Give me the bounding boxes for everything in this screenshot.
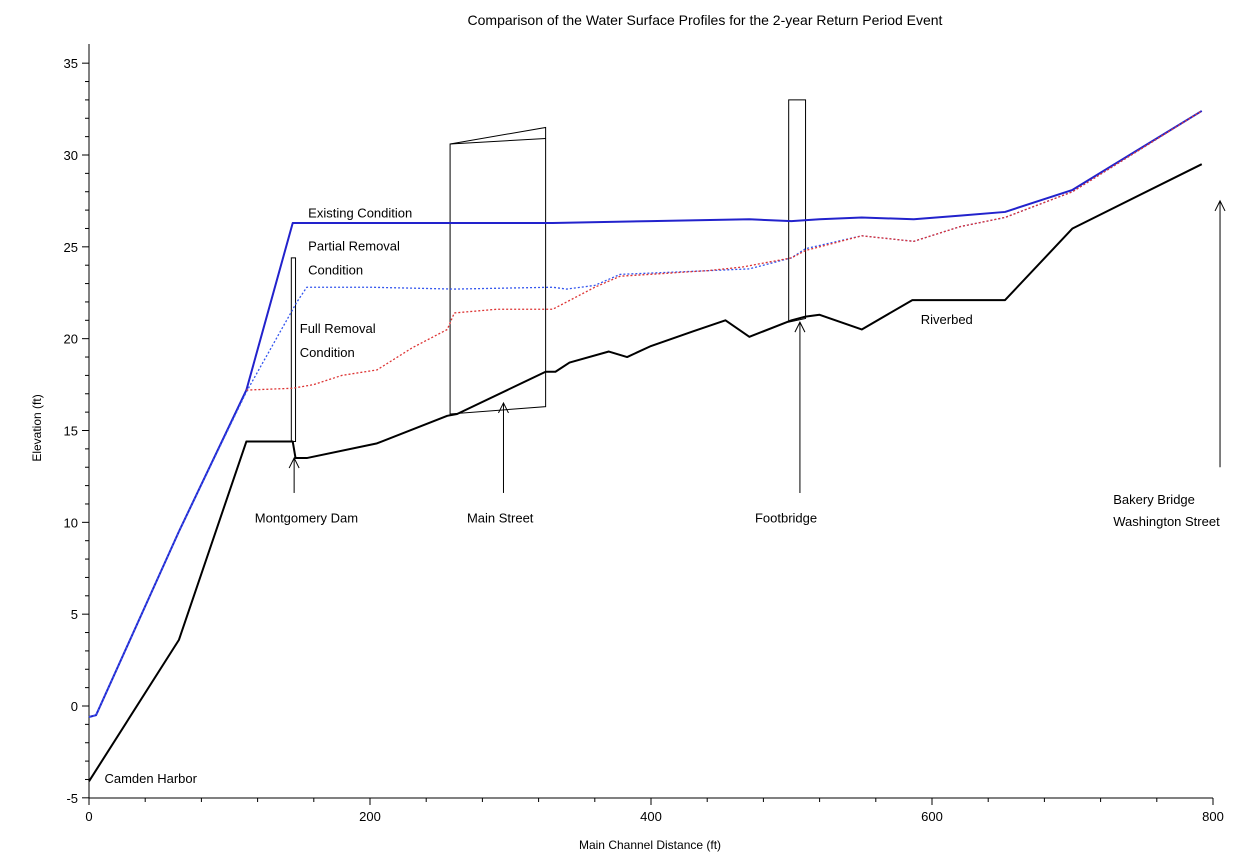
structure-montgomery-dam xyxy=(291,258,295,442)
series-line-riverbed xyxy=(89,164,1202,781)
structures xyxy=(291,100,805,442)
series-lines xyxy=(89,111,1202,781)
x-tick-label: 400 xyxy=(640,809,662,824)
x-tick-label: 800 xyxy=(1202,809,1224,824)
annotation-label: Existing Condition xyxy=(308,205,412,220)
y-tick-label: -5 xyxy=(66,791,78,806)
annotation-label: Footbridge xyxy=(755,510,817,525)
annotations: Existing Condition Partial Removal Conditi… xyxy=(104,205,1220,786)
y-tick-label: 25 xyxy=(64,240,78,255)
annotation-label: Condition xyxy=(308,262,363,277)
structure-main-street xyxy=(450,127,546,414)
series-line-existing-condition xyxy=(89,111,1202,717)
x-tick-label: 0 xyxy=(85,809,92,824)
x-axis-title: Main Channel Distance (ft) xyxy=(579,838,721,852)
annotation-label: Bakery Bridge xyxy=(1113,492,1195,507)
y-tick-label: 5 xyxy=(71,607,78,622)
y-tick-label: 10 xyxy=(64,515,78,530)
annotation-label: Camden Harbor xyxy=(104,771,197,786)
annotation-label: Main Street xyxy=(467,510,534,525)
annotation-label: Riverbed xyxy=(921,312,973,327)
structure-footbridge xyxy=(789,100,806,322)
y-axis-title: Elevation (ft) xyxy=(30,394,44,461)
annotation-label: Partial Removal xyxy=(308,239,400,254)
chart-title: Comparison of the Water Surface Profiles… xyxy=(468,12,943,28)
arrows xyxy=(289,201,1225,493)
y-tick-label: 30 xyxy=(64,148,78,163)
annotation-label: Montgomery Dam xyxy=(255,510,358,525)
x-tick-label: 200 xyxy=(359,809,381,824)
annotation-label: Washington Street xyxy=(1113,514,1220,529)
y-tick-label: 35 xyxy=(64,56,78,71)
annotation-label: Condition xyxy=(300,345,355,360)
y-tick-label: 20 xyxy=(64,332,78,347)
y-tick-label: 15 xyxy=(64,424,78,439)
annotation-label: Full Removal xyxy=(300,321,376,336)
y-tick-label: 0 xyxy=(71,699,78,714)
x-tick-label: 600 xyxy=(921,809,943,824)
axes: 0 200 400 600 800 -5 0 5 10 15 20 25 30 35 xyxy=(64,44,1224,824)
